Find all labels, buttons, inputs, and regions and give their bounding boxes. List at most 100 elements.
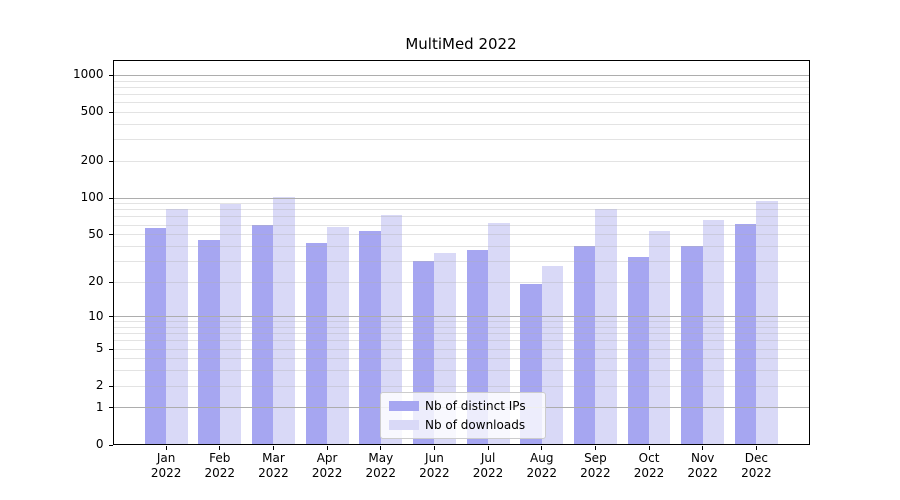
y-tick-mark [108, 385, 113, 387]
x-tick-label: Nov 2022 [687, 450, 718, 480]
bar-distinct-ips [305, 243, 328, 445]
y-gridline [113, 123, 809, 125]
x-tick-label: Jun 2022 [419, 450, 450, 480]
bar-downloads [327, 227, 349, 445]
x-tick-label: May 2022 [365, 450, 397, 480]
y-tick-mark [108, 197, 113, 199]
y-gridline [113, 260, 809, 262]
y-tick-label: 5 [95, 341, 104, 356]
x-tick-mark [648, 445, 650, 450]
legend-label-distinct-ips: Nb of distinct IPs [425, 399, 526, 413]
x-tick-label: Mar 2022 [258, 450, 289, 480]
y-gridline [113, 333, 809, 335]
y-tick-mark [108, 111, 113, 113]
chart-title: MultiMed 2022 [405, 35, 517, 53]
x-tick-label: Apr 2022 [311, 450, 343, 480]
y-gridline [113, 80, 809, 82]
y-gridline [113, 370, 809, 372]
y-tick-mark [108, 234, 113, 236]
x-tick-mark [380, 445, 382, 450]
legend: Nb of distinct IPs Nb of downloads [380, 392, 546, 439]
legend-item-distinct-ips: Nb of distinct IPs [389, 399, 537, 413]
x-tick-label: Aug 2022 [526, 450, 557, 480]
y-gridline [113, 316, 809, 318]
y-gridline [113, 224, 809, 226]
y-gridline [113, 74, 809, 76]
y-gridline [113, 281, 809, 283]
bar-downloads [595, 209, 617, 445]
y-gridline [113, 385, 809, 387]
y-gridline [113, 216, 809, 218]
y-gridline [113, 321, 809, 323]
bar-distinct-ips [144, 228, 167, 445]
bar-distinct-ips [198, 239, 220, 445]
bar-distinct-ips [573, 245, 596, 445]
bar-downloads [166, 209, 188, 445]
gridlines-layer [113, 60, 811, 445]
y-tick-label: 10 [88, 308, 104, 323]
x-tick-mark [272, 445, 274, 450]
x-tick-mark [541, 445, 543, 450]
legend-label-downloads: Nb of downloads [425, 418, 526, 432]
y-gridline [113, 203, 809, 205]
x-tick-label: Jan 2022 [150, 450, 182, 480]
y-gridline [113, 160, 809, 162]
plot-frame [112, 60, 810, 445]
y-tick-mark [108, 160, 113, 162]
y-gridline [113, 340, 809, 342]
y-tick-label: 2 [95, 378, 104, 393]
x-tick-label: Feb 2022 [204, 450, 236, 480]
bar-distinct-ips [359, 231, 381, 445]
bar-downloads [380, 214, 403, 445]
bar-downloads [273, 196, 295, 445]
bar-distinct-ips [681, 245, 703, 445]
y-gridline [113, 197, 809, 199]
x-tick-label: Oct 2022 [633, 450, 665, 480]
y-tick-label: 1000 [72, 67, 104, 82]
x-tick-mark [219, 445, 221, 450]
x-tick-label: Dec 2022 [741, 450, 772, 480]
bar-downloads [756, 200, 778, 445]
y-gridline [113, 93, 809, 95]
x-tick-label: Sep 2022 [580, 450, 611, 480]
y-gridline [113, 358, 809, 360]
y-tick-label: 20 [88, 274, 104, 289]
y-tick-mark [108, 74, 113, 76]
bar-downloads [219, 204, 242, 445]
legend-swatch-distinct-ips [389, 401, 419, 411]
bar-distinct-ips [734, 223, 757, 445]
bar-distinct-ips [252, 224, 274, 445]
bar-distinct-ips [627, 257, 650, 445]
x-tick-mark [702, 445, 704, 450]
x-tick-mark [594, 445, 596, 450]
bar-downloads [649, 231, 671, 445]
x-tick-mark [755, 445, 757, 450]
x-tick-label: Jul 2022 [472, 450, 504, 480]
y-gridline [113, 209, 809, 211]
y-gridline [113, 139, 809, 141]
x-tick-mark [487, 445, 489, 450]
plot-area [112, 60, 811, 445]
y-gridline [113, 102, 809, 104]
y-gridline [113, 348, 809, 350]
x-tick-mark [326, 445, 328, 450]
legend-swatch-downloads [389, 420, 419, 430]
y-tick-label: 1 [95, 399, 104, 414]
y-gridline [113, 86, 809, 88]
y-tick-mark [108, 316, 113, 318]
y-tick-mark [108, 444, 113, 446]
y-tick-label: 50 [88, 226, 104, 241]
y-tick-mark [108, 407, 113, 409]
y-gridline [113, 245, 809, 247]
y-gridline [113, 234, 809, 236]
bar-downloads [541, 266, 564, 445]
y-tick-label: 200 [80, 153, 104, 168]
y-tick-label: 100 [80, 190, 104, 205]
y-tick-label: 500 [80, 104, 104, 119]
y-tick-label: 0 [95, 437, 104, 451]
y-gridline [113, 111, 809, 113]
bar-downloads [702, 220, 725, 445]
x-tick-mark [433, 445, 435, 450]
y-tick-mark [108, 281, 113, 283]
